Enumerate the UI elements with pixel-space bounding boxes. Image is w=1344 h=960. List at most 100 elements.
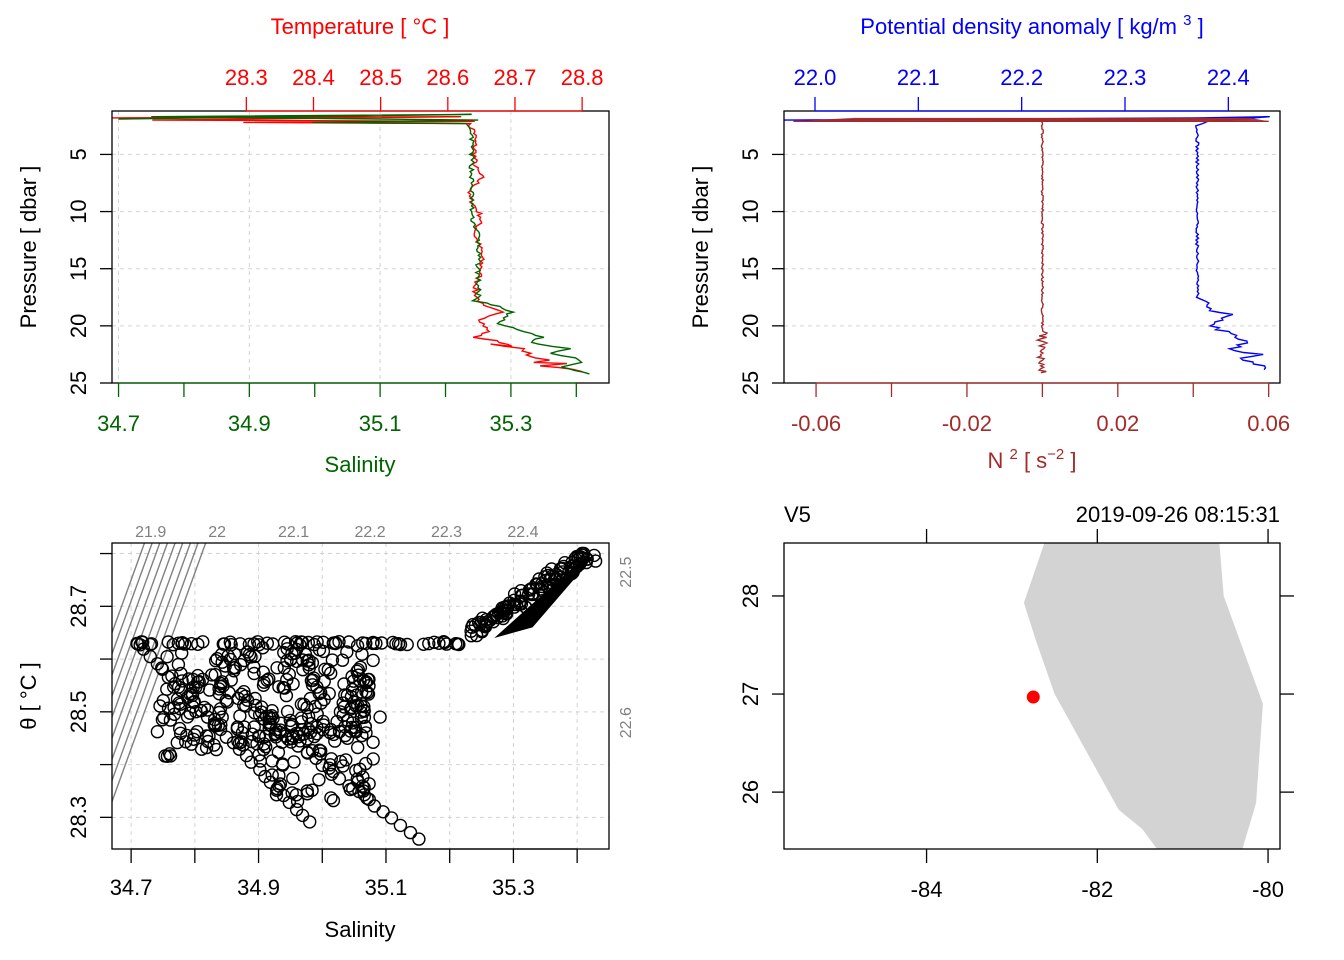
- tick-label: 20: [738, 314, 763, 338]
- ts-point: [221, 649, 235, 663]
- ts-point: [316, 644, 331, 659]
- tick-label: 25: [738, 371, 763, 395]
- ts-point: [287, 755, 301, 769]
- ts-point: [174, 646, 189, 660]
- ts-point: [403, 825, 418, 840]
- ts-point: [163, 713, 178, 727]
- tick-label: -82: [1081, 877, 1113, 902]
- ts-point: [366, 636, 380, 651]
- ts-point: [156, 710, 171, 725]
- ts-point: [260, 636, 274, 650]
- ts-point: [259, 740, 273, 754]
- p4-x-axis: -84 -82 -80: [911, 529, 1284, 902]
- ts-point: [317, 718, 331, 732]
- ts-point: [212, 687, 227, 701]
- isopycnal-line: [112, 543, 176, 720]
- tick-label: 28.7: [66, 585, 91, 628]
- ts-point: [167, 700, 181, 715]
- tick-label: 35.3: [492, 875, 535, 900]
- ts-point: [326, 636, 340, 650]
- ts-point: [271, 745, 286, 759]
- p1-series: [111, 113, 590, 375]
- tick-label: 28.3: [225, 65, 268, 90]
- isopycnal-line: [112, 543, 169, 699]
- p1-grid: [112, 111, 609, 384]
- ts-point: [373, 710, 387, 724]
- ts-point: [235, 726, 250, 740]
- ts-point: [580, 552, 594, 566]
- ts-point: [353, 660, 368, 674]
- ts-point: [280, 704, 295, 719]
- p2-bottom-axis: -0.06 -0.02 0.02 0.06: [791, 382, 1290, 436]
- ts-point: [194, 742, 209, 756]
- ts-point: [316, 723, 330, 737]
- tick-label: 15: [66, 256, 91, 280]
- p2-grid: [784, 153, 1280, 384]
- ts-point: [302, 722, 316, 737]
- tick-label: 34.7: [110, 875, 153, 900]
- n2-surface-spike: [793, 117, 1269, 122]
- ts-point: [290, 636, 304, 650]
- p4-y-axis: 26 27 28: [738, 584, 1294, 804]
- ts-point: [336, 708, 350, 723]
- p2-series: [783, 116, 1270, 374]
- ts-point: [356, 673, 371, 687]
- ts-point: [315, 758, 329, 773]
- ts-point: [247, 666, 261, 681]
- ts-point: [223, 635, 238, 649]
- p2-top-axis: 22.0 22.1 22.2 22.3 22.4: [794, 65, 1250, 112]
- superscript: 3: [1183, 12, 1191, 29]
- ts-point: [332, 772, 347, 786]
- ts-point: [242, 637, 257, 651]
- isopycnal-label: 22.2: [354, 524, 385, 541]
- ts-point: [544, 572, 558, 586]
- ts-point: [334, 754, 348, 769]
- isopycnal-line: [112, 543, 161, 677]
- ts-point: [326, 793, 341, 808]
- ts-point: [335, 653, 350, 667]
- ts-point: [324, 752, 338, 766]
- tick-label: 28: [738, 584, 763, 608]
- ts-point: [270, 661, 284, 675]
- p3-x-axis-label: Salinity: [325, 917, 396, 942]
- temperature-series-line: [111, 116, 583, 373]
- tick-label: 34.7: [97, 411, 140, 436]
- p2-frame: [783, 110, 1281, 384]
- ts-point: [160, 650, 174, 664]
- land-polygon: [1023, 543, 1263, 849]
- ts-point: [160, 749, 175, 763]
- ts-point: [324, 666, 338, 680]
- tick-label: 26: [738, 780, 763, 804]
- tick-label: 27: [738, 682, 763, 706]
- p3-points: [130, 546, 603, 846]
- ts-point: [324, 791, 338, 805]
- tick-label: 22.4: [1207, 65, 1250, 90]
- ts-point: [342, 635, 356, 649]
- ts-point: [170, 735, 185, 750]
- ts-point: [175, 674, 189, 688]
- ts-point: [487, 609, 501, 623]
- ts-point: [200, 703, 215, 717]
- tick-label: 28.7: [494, 65, 537, 90]
- ts-point: [272, 680, 286, 694]
- ts-point: [351, 740, 365, 755]
- ts-point: [153, 699, 167, 713]
- ts-point: [242, 647, 257, 662]
- ts-point: [314, 686, 328, 700]
- p4-land: [1023, 543, 1263, 849]
- p4-frame: [783, 542, 1281, 850]
- p1-top-axis: 28.3 28.4 28.5 28.6 28.7 28.8: [225, 65, 604, 112]
- tick-label: 0.06: [1247, 411, 1290, 436]
- ts-point: [489, 608, 503, 622]
- ts-point: [325, 653, 340, 667]
- tick-label: 34.9: [237, 875, 280, 900]
- ts-point: [265, 768, 279, 782]
- isopycnal-line: [112, 543, 153, 656]
- tick-label: 10: [66, 199, 91, 223]
- ts-point: [306, 673, 320, 687]
- tick-label: 22.2: [1000, 65, 1043, 90]
- ts-point: [303, 725, 318, 739]
- ts-point: [355, 728, 369, 743]
- ts-point: [362, 672, 376, 687]
- p1-frame: [111, 110, 610, 384]
